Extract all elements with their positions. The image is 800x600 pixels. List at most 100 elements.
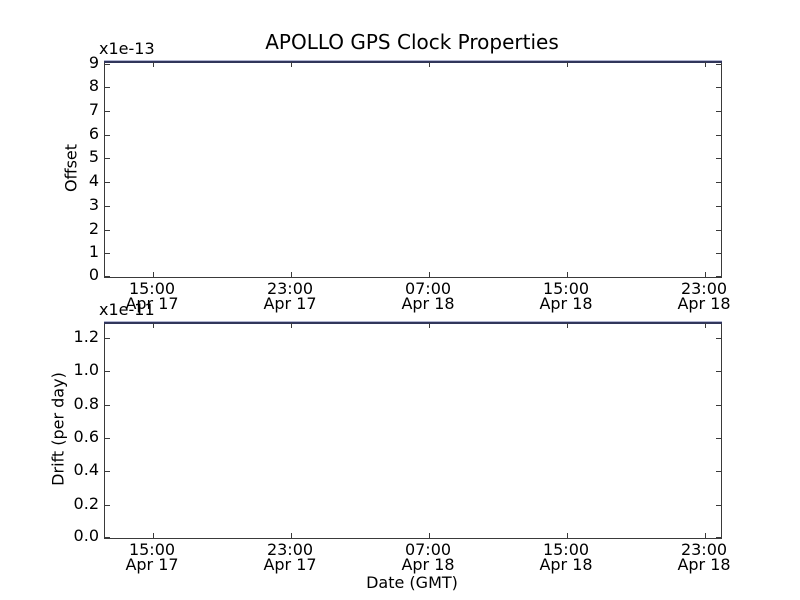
y-tick-label: 1 [88,242,99,261]
y-tick-label: 8 [88,76,99,95]
x-tick-time: 23:00 [680,279,728,298]
x-tick-time: 23:00 [266,540,314,559]
y-tick-label: 0.4 [73,460,99,479]
x-tick-date: Apr 18 [539,294,593,313]
y-tick-right [716,371,721,372]
x-tick-date: Apr 18 [401,294,455,313]
x-tick-time: 15:00 [542,279,590,298]
y-tick-right [716,405,721,406]
x-tick-date: Apr 17 [125,294,179,313]
y-tick-label: 0.6 [73,427,99,446]
x-tick-top [567,323,568,328]
y-tick-left [105,505,110,506]
x-tick-bottom [567,533,568,538]
x-tick-date: Apr 17 [263,555,317,574]
x-tick-label: 15:00 Apr 18 [521,540,611,574]
y-tick-left [105,253,110,254]
drift-trace-line [104,321,722,324]
y-tick-left [105,64,110,65]
x-tick-top [153,323,154,328]
x-tick-top [429,323,430,328]
y-tick-right [716,111,721,112]
y-tick-label: 0.0 [73,526,99,545]
y-tick-right [716,276,721,277]
y-tick-label: 6 [88,124,99,143]
x-tick-label: 07:00 Apr 18 [383,279,473,313]
x-tick-time: 07:00 [404,540,452,559]
y-tick-left [105,206,110,207]
x-tick-bottom [153,533,154,538]
axes-offset-plot [104,60,722,278]
x-tick-time: 15:00 [542,540,590,559]
y-tick-label: 4 [88,171,99,190]
y-tick-label: 2 [88,219,99,238]
y-scale-multiplier-offset: x1e-13 [99,39,155,58]
x-tick-label: 23:00 Apr 18 [659,279,749,313]
y-tick-label: 0 [88,265,99,284]
y-tick-right [716,253,721,254]
x-tick-date: Apr 17 [125,555,179,574]
y-tick-right [716,537,721,538]
x-tick-label: 23:00 Apr 17 [245,540,335,574]
x-tick-label: 15:00 Apr 17 [107,540,197,574]
y-tick-right [716,158,721,159]
x-tick-top [291,62,292,67]
x-axis-label: Date (GMT) [366,573,458,592]
x-tick-time: 23:00 [680,540,728,559]
x-tick-bottom [705,272,706,277]
y-tick-right [716,338,721,339]
x-tick-date: Apr 18 [539,555,593,574]
x-tick-time: 15:00 [128,540,176,559]
y-tick-right [716,230,721,231]
x-tick-bottom [705,533,706,538]
x-tick-top [567,62,568,67]
y-tick-left [105,158,110,159]
x-tick-top [429,62,430,67]
chart-title: APOLLO GPS Clock Properties [265,30,559,54]
x-tick-bottom [429,533,430,538]
x-tick-date: Apr 18 [677,555,731,574]
x-tick-time: 23:00 [266,279,314,298]
y-tick-left [105,87,110,88]
x-tick-bottom [291,533,292,538]
x-tick-label: 07:00 Apr 18 [383,540,473,573]
y-tick-left [105,182,110,183]
x-tick-bottom [567,272,568,277]
y-tick-label: 1.2 [73,327,99,346]
y-tick-right [716,206,721,207]
x-tick-bottom [429,272,430,277]
x-tick-date: Apr 18 [677,294,731,313]
y-tick-label: 7 [88,100,99,119]
y-tick-right [716,505,721,506]
y-tick-left [105,230,110,231]
y-tick-right [716,64,721,65]
x-tick-bottom [291,272,292,277]
x-tick-bottom [153,272,154,277]
y-tick-label: 5 [88,147,99,166]
x-tick-label: 23:00 Apr 17 [245,279,335,313]
y-tick-left [105,405,110,406]
y-tick-left [105,438,110,439]
y-tick-left [105,471,110,472]
y-tick-left [105,537,110,538]
y-tick-left [105,338,110,339]
x-tick-date: Apr 17 [263,294,317,313]
y-tick-right [716,471,721,472]
x-tick-top [291,323,292,328]
y-tick-label: 1.0 [73,360,99,379]
y-tick-left [105,276,110,277]
y-tick-label: 0.2 [73,494,99,513]
y-tick-label: 9 [88,53,99,72]
y-tick-right [716,87,721,88]
y-tick-left [105,371,110,372]
x-tick-label: 15:00 Apr 18 [521,279,611,313]
x-tick-top [705,323,706,328]
y-tick-right [716,135,721,136]
y-scale-multiplier-drift: x1e-11 [99,300,155,319]
x-tick-time: 07:00 [404,279,452,298]
y-tick-left [105,111,110,112]
y-tick-label: 3 [88,195,99,214]
x-tick-top [153,62,154,67]
x-tick-top [705,62,706,67]
